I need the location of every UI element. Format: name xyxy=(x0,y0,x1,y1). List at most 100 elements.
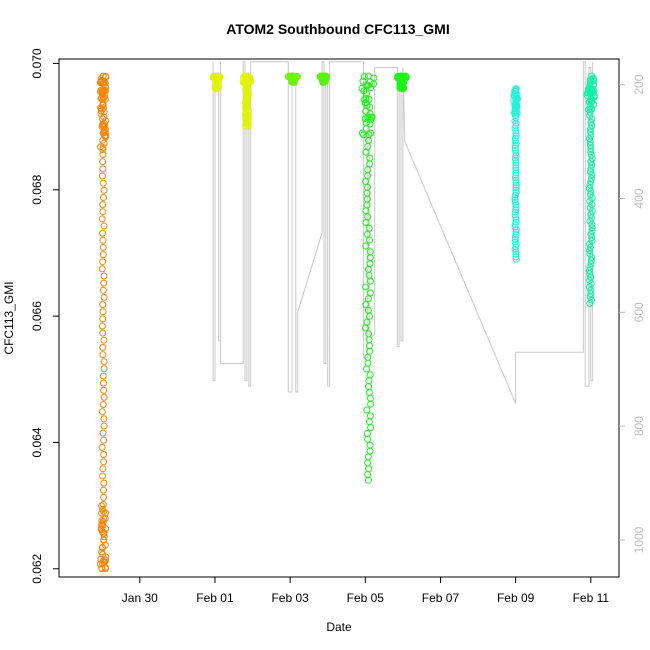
data-point xyxy=(99,101,107,109)
data-point xyxy=(587,243,594,251)
data-point xyxy=(101,564,109,571)
data-point xyxy=(292,73,300,81)
data-point xyxy=(587,280,595,288)
right-tick-label: 1000 xyxy=(632,526,646,553)
x-tick-label: Feb 11 xyxy=(573,591,610,605)
data-point xyxy=(588,224,596,232)
data-point xyxy=(512,243,520,251)
data-point xyxy=(99,286,107,294)
data-point xyxy=(99,251,107,259)
x-tick-label: Feb 09 xyxy=(497,591,535,605)
data-point xyxy=(512,171,520,179)
x-tick-label: Feb 05 xyxy=(347,591,385,605)
data-point xyxy=(587,290,595,298)
data-point xyxy=(99,229,106,237)
data-point xyxy=(102,553,110,561)
data-point xyxy=(362,283,370,291)
data-point xyxy=(586,270,594,278)
data-point xyxy=(365,330,373,338)
data-point xyxy=(100,88,108,96)
data-point xyxy=(98,172,106,180)
data-point xyxy=(368,113,376,121)
data-point xyxy=(102,525,109,533)
data-point xyxy=(288,73,296,81)
y-tick-label: 0.068 xyxy=(30,174,44,204)
data-point xyxy=(588,122,596,129)
data-point xyxy=(588,95,596,103)
data-point xyxy=(512,236,520,243)
data-point xyxy=(586,102,594,110)
data-point xyxy=(586,276,593,284)
data-point xyxy=(100,422,108,430)
data-point xyxy=(587,187,595,195)
data-point xyxy=(246,77,254,85)
data-point xyxy=(512,184,520,192)
data-point xyxy=(241,72,249,80)
data-point xyxy=(100,458,108,466)
data-point xyxy=(99,472,107,480)
data-point xyxy=(512,255,520,263)
data-point xyxy=(99,158,107,166)
data-point xyxy=(358,84,366,92)
data-point xyxy=(99,401,107,408)
data-point xyxy=(99,236,107,244)
data-point xyxy=(100,393,108,401)
data-point xyxy=(362,242,370,250)
data-point xyxy=(511,196,519,204)
data-point xyxy=(512,122,520,130)
data-point xyxy=(512,181,520,189)
data-point xyxy=(586,168,594,176)
data-point xyxy=(362,94,370,102)
data-point xyxy=(358,129,366,137)
data-point xyxy=(99,258,107,266)
y-tick-label: 0.070 xyxy=(30,48,44,78)
right-tick-label: 600 xyxy=(632,302,646,322)
y-tick-label: 0.064 xyxy=(30,427,44,457)
data-point xyxy=(366,154,374,162)
data-point xyxy=(99,308,107,316)
data-point xyxy=(100,293,108,301)
data-point xyxy=(364,166,372,174)
data-point xyxy=(512,216,520,224)
y-tick-label: 0.066 xyxy=(30,301,44,331)
data-point xyxy=(102,73,110,81)
data-point xyxy=(100,139,108,147)
data-point xyxy=(511,194,519,201)
data-point xyxy=(214,74,222,82)
data-point xyxy=(101,541,109,549)
data-point xyxy=(100,436,108,444)
data-point xyxy=(513,103,521,111)
right-tick-label: 800 xyxy=(632,416,646,436)
series-profile-7 xyxy=(393,72,410,93)
data-point xyxy=(587,125,594,133)
data-point xyxy=(100,272,108,280)
data-point xyxy=(586,204,594,212)
right-axis: 200 400 600 800 1000 xyxy=(619,74,646,553)
data-point xyxy=(588,234,596,242)
data-point xyxy=(100,415,108,423)
data-point xyxy=(100,336,108,344)
data-point xyxy=(512,218,520,226)
data-point xyxy=(586,83,594,91)
data-point xyxy=(98,517,106,525)
data-point xyxy=(99,146,107,153)
data-point xyxy=(586,141,594,149)
data-point xyxy=(587,257,595,265)
data-point xyxy=(587,145,595,153)
series-profile-5 xyxy=(316,72,331,86)
data-point xyxy=(98,322,106,330)
data-point xyxy=(512,151,520,159)
x-axis-label: Date xyxy=(326,620,352,634)
data-point xyxy=(98,215,106,223)
data-point xyxy=(98,408,106,416)
data-point xyxy=(99,351,107,359)
data-point xyxy=(98,564,106,572)
data-point xyxy=(99,165,107,173)
data-point xyxy=(365,131,373,139)
data-point xyxy=(585,135,593,143)
data-point xyxy=(210,74,217,82)
data-point xyxy=(98,548,106,556)
data-point xyxy=(587,164,595,172)
data-point xyxy=(394,73,402,80)
